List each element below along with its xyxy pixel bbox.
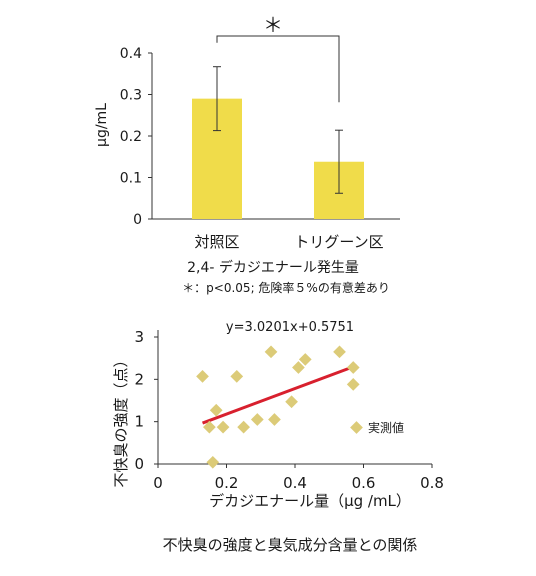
bar-chart: 0 0.1 0.2 0.3 0.4 μg/mL 対照区 トリグーン区 ＊ 2,4- デカジ… bbox=[94, 13, 400, 295]
bar-series bbox=[192, 66, 364, 219]
scatter-x-tick-label: 0.4 bbox=[283, 474, 307, 492]
scatter-x-axis: 0 0.2 0.4 0.6 0.8 bbox=[153, 464, 444, 492]
scatter-point bbox=[206, 455, 220, 469]
scatter-y-tick-label: 0 bbox=[134, 455, 144, 473]
scatter-y-axis-title: 不快臭の強度（点） bbox=[112, 352, 130, 487]
scatter-x-tick-label: 0.6 bbox=[352, 474, 376, 492]
significance-note: ＊：p<0.05; 危険率５%の有意差あり bbox=[182, 280, 390, 295]
bar-y-tick-label: 0.4 bbox=[120, 46, 142, 62]
bar-y-tick-label: 0.2 bbox=[120, 129, 142, 145]
significance-bracket bbox=[216, 35, 340, 103]
regression-equation: y=3.0201x+0.5751 bbox=[226, 320, 354, 335]
significance-marker: ＊ bbox=[263, 13, 283, 37]
bar-y-axis: 0 0.1 0.2 0.3 0.4 bbox=[120, 46, 152, 228]
scatter-points bbox=[196, 345, 360, 469]
scatter-point bbox=[298, 353, 312, 366]
scatter-point bbox=[333, 345, 346, 359]
scatter-y-axis: 0 1 2 3 bbox=[134, 328, 158, 473]
scatter-y-tick-label: 1 bbox=[134, 413, 144, 431]
scatter-point bbox=[285, 395, 298, 409]
figure-caption: 不快臭の強度と臭気成分含量との関係 bbox=[163, 536, 418, 554]
scatter-x-tick-label: 0.8 bbox=[420, 474, 444, 492]
scatter-x-axis-title: デカジエナール量（μg /mL） bbox=[209, 492, 411, 510]
bar-x-axis-title: 2,4- デカジエナール発生量 bbox=[187, 259, 359, 276]
bar-y-tick-label: 0 bbox=[133, 212, 142, 228]
scatter-point bbox=[292, 361, 305, 374]
scatter-point bbox=[264, 345, 278, 359]
scatter-chart: 0 1 2 3 0 0.2 0.4 0.6 0.8 不快臭の強度（点） デカジエナール量（μg… bbox=[112, 320, 444, 554]
scatter-point bbox=[250, 413, 264, 426]
scatter-point bbox=[237, 420, 250, 434]
bar-y-tick-label: 0.1 bbox=[120, 171, 142, 187]
bar-x-axis: 対照区 トリグーン区 bbox=[194, 233, 383, 251]
scatter-y-tick-label: 3 bbox=[134, 328, 144, 346]
scatter-y-tick-label: 2 bbox=[134, 370, 144, 388]
scatter-point bbox=[230, 370, 244, 383]
scatter-x-tick-label: 0 bbox=[153, 474, 163, 492]
bar-category-label: トリグーン区 bbox=[294, 233, 383, 251]
legend: 実測値 bbox=[350, 420, 404, 435]
scatter-point bbox=[346, 378, 360, 391]
bar-y-tick-label: 0.3 bbox=[120, 88, 142, 104]
scatter-x-tick-label: 0.2 bbox=[215, 474, 239, 492]
scatter-point bbox=[346, 361, 360, 374]
regression-line bbox=[202, 364, 358, 425]
scatter-point bbox=[196, 370, 209, 383]
scatter-point bbox=[268, 413, 281, 426]
scatter-point bbox=[203, 420, 216, 434]
bar-y-axis-title: μg/mL bbox=[94, 103, 110, 147]
legend-label: 実測値 bbox=[368, 420, 404, 435]
scatter-point bbox=[216, 420, 230, 434]
bar-category-label: 対照区 bbox=[194, 233, 239, 251]
scatter-point bbox=[209, 403, 223, 417]
legend-marker bbox=[350, 421, 363, 434]
